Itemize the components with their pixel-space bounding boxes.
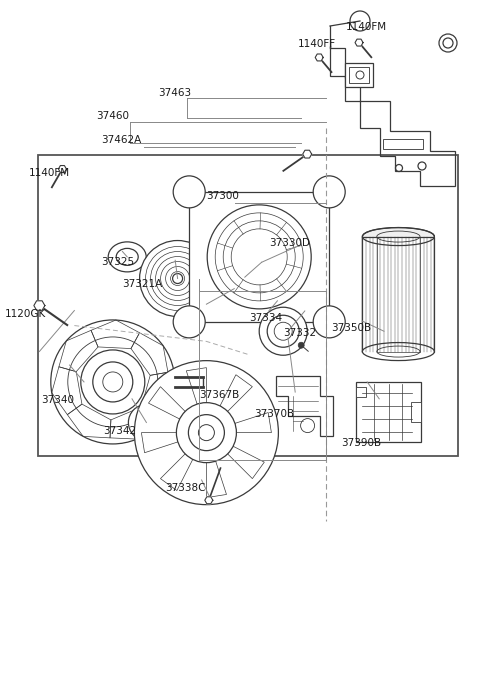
Text: 37370B: 37370B (254, 409, 295, 418)
Ellipse shape (108, 242, 146, 272)
Polygon shape (34, 301, 45, 310)
Text: 37342: 37342 (103, 427, 136, 436)
Polygon shape (303, 150, 312, 158)
Circle shape (129, 404, 164, 441)
Text: 37460: 37460 (96, 112, 129, 121)
Bar (356, 387, 366, 397)
Text: 37321A: 37321A (122, 279, 163, 289)
Text: 1140FF: 1140FF (298, 39, 336, 49)
Polygon shape (315, 54, 323, 61)
Text: 37463: 37463 (158, 89, 192, 98)
Text: 37330D: 37330D (269, 239, 310, 248)
Bar (377, 237, 420, 352)
Circle shape (51, 320, 175, 444)
Text: 37390B: 37390B (341, 438, 381, 448)
Circle shape (188, 414, 225, 451)
Ellipse shape (362, 228, 434, 245)
Text: 37334: 37334 (250, 313, 283, 322)
Polygon shape (276, 376, 333, 435)
Text: 37338C: 37338C (166, 483, 206, 493)
Polygon shape (205, 497, 213, 504)
Text: 37340: 37340 (41, 395, 74, 405)
Ellipse shape (116, 248, 138, 266)
Circle shape (134, 360, 278, 505)
Circle shape (313, 176, 345, 208)
Circle shape (259, 307, 307, 356)
Text: 37332: 37332 (283, 328, 316, 337)
Circle shape (298, 342, 304, 348)
Circle shape (136, 412, 156, 433)
Text: 37367B: 37367B (199, 391, 240, 400)
Circle shape (313, 306, 345, 338)
Text: 37325: 37325 (101, 258, 134, 267)
Text: 37350B: 37350B (331, 323, 372, 333)
Bar (383, 139, 423, 149)
Bar (345, 63, 373, 87)
Circle shape (173, 306, 205, 338)
Circle shape (173, 176, 205, 208)
Text: 1120GK: 1120GK (5, 310, 46, 319)
Ellipse shape (377, 346, 420, 357)
Polygon shape (59, 166, 66, 172)
Circle shape (140, 241, 216, 316)
Ellipse shape (362, 343, 434, 360)
Circle shape (177, 403, 236, 462)
Bar (189, 192, 329, 322)
Text: 1140FM: 1140FM (29, 168, 70, 178)
Text: 1140FM: 1140FM (346, 22, 387, 32)
Circle shape (93, 362, 133, 402)
Circle shape (267, 315, 299, 347)
Bar (356, 383, 421, 442)
Text: 37300: 37300 (206, 191, 239, 201)
Circle shape (173, 274, 182, 283)
Text: 37462A: 37462A (101, 135, 141, 145)
Circle shape (81, 350, 145, 414)
Bar (38, 155, 458, 456)
Bar (349, 67, 369, 83)
Polygon shape (355, 39, 363, 46)
Circle shape (207, 205, 311, 309)
Bar (362, 237, 434, 352)
Bar (411, 402, 421, 422)
